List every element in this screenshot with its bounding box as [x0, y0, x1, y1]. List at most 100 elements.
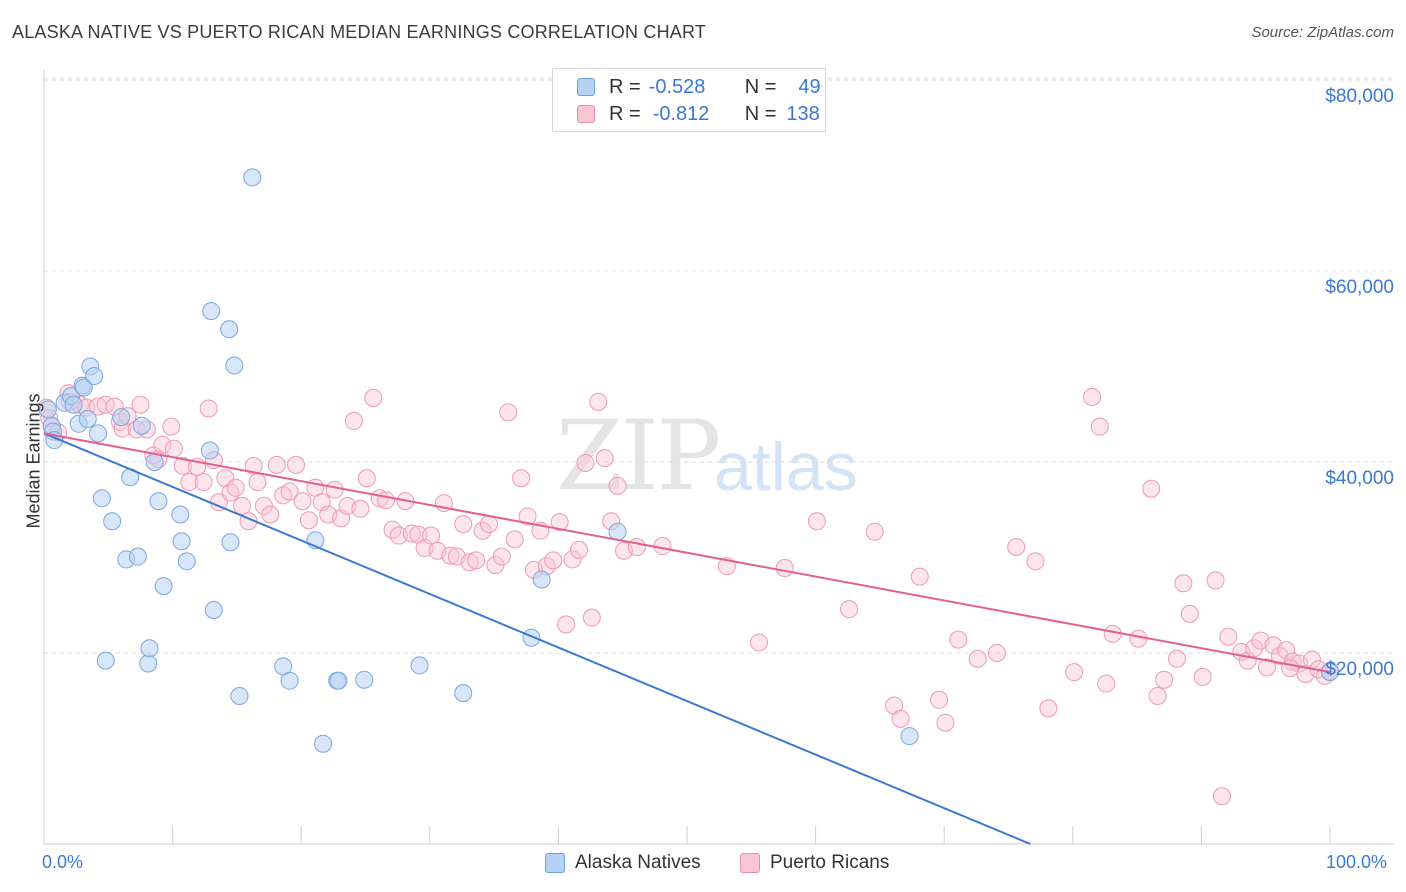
- alaska-native-point: [132, 416, 151, 435]
- alaska-native-point: [145, 453, 164, 471]
- puerto-rican-point: [162, 417, 181, 436]
- series-alaska-natives: [38, 168, 1339, 753]
- puerto-rican-point: [1039, 699, 1058, 718]
- alaska-native-point: [112, 408, 131, 427]
- axes: [43, 70, 1394, 845]
- alaska-native-point: [149, 492, 168, 511]
- alaska-native-point: [202, 302, 221, 321]
- puerto-rican-point: [1026, 552, 1045, 571]
- puerto-rican-point: [1257, 658, 1276, 677]
- alaska-native-point: [177, 552, 196, 571]
- puerto-rican-point: [357, 469, 376, 488]
- alaska-native-point: [140, 639, 159, 658]
- puerto-rican-point: [173, 456, 192, 475]
- alaska-native-point: [172, 532, 191, 551]
- alaska-native-point: [220, 320, 239, 339]
- alaska-native-point: [200, 441, 219, 460]
- correlation-legend: R = -0.528 N = 49 R = -0.812 N = 138: [552, 68, 826, 132]
- alaska-native-point: [355, 670, 374, 689]
- puerto-rican-point: [550, 513, 569, 532]
- puerto-rican-point: [589, 392, 608, 411]
- puerto-rican-point: [1103, 624, 1122, 643]
- puerto-rican-point: [557, 615, 576, 634]
- puerto-rican-point: [473, 521, 492, 540]
- puerto-rican-point: [595, 449, 614, 468]
- puerto-rican-point: [563, 550, 582, 569]
- puerto-rican-point: [96, 395, 115, 414]
- puerto-rican-point: [775, 559, 794, 578]
- puerto-rican-point: [930, 690, 949, 709]
- puerto-rican-point: [1174, 574, 1193, 593]
- alaska-native-point: [64, 395, 83, 414]
- puerto-rican-point: [518, 507, 537, 526]
- alaska-native-point: [139, 654, 158, 673]
- puerto-rican-point: [344, 411, 363, 430]
- puerto-rican-point: [512, 469, 531, 488]
- trend-line: [43, 432, 1331, 674]
- alaska-native-point: [410, 656, 429, 675]
- legend-swatch-puerto: [740, 853, 760, 873]
- puerto-rican-point: [1155, 670, 1174, 689]
- puerto-rican-point: [1277, 641, 1296, 660]
- puerto-rican-point: [248, 473, 267, 492]
- alaska-native-point: [900, 727, 919, 746]
- alaska-native-point: [171, 505, 190, 524]
- alaska-native-point: [74, 378, 93, 397]
- alaska-native-point: [280, 671, 299, 690]
- series-puerto-ricans: [37, 384, 1339, 806]
- puerto-rican-point: [840, 600, 859, 619]
- puerto-rican-point: [1245, 639, 1264, 658]
- puerto-rican-point: [280, 482, 299, 501]
- legend-item-puerto: Puerto Ricans: [740, 852, 889, 874]
- puerto-rican-point: [492, 547, 511, 566]
- puerto-rican-point: [131, 395, 150, 414]
- puerto-rican-point: [153, 435, 172, 454]
- alaska-native-point: [204, 601, 223, 620]
- alaska-native-point: [243, 168, 262, 187]
- y-tick-label: $80,000: [1325, 86, 1394, 107]
- legend-label-puerto: Puerto Ricans: [770, 852, 890, 873]
- puerto-rican-point: [233, 496, 252, 515]
- legend-n-value: 138: [786, 102, 820, 125]
- puerto-rican-point: [949, 630, 968, 649]
- puerto-rican-point: [226, 478, 245, 497]
- puerto-rican-point: [1148, 686, 1167, 705]
- chart-title: ALASKA NATIVE VS PUERTO RICAN MEDIAN EAR…: [12, 22, 707, 42]
- alaska-native-point: [221, 533, 240, 552]
- legend-swatch-puerto: [577, 105, 595, 123]
- puerto-rican-point: [653, 537, 672, 556]
- puerto-rican-point: [1007, 537, 1026, 556]
- puerto-rican-point: [467, 551, 486, 570]
- legend-n-label: N =: [744, 102, 777, 125]
- puerto-rican-point: [351, 499, 370, 518]
- puerto-rican-point: [544, 551, 563, 570]
- puerto-rican-point: [1167, 649, 1186, 668]
- alaska-native-point: [532, 570, 551, 589]
- puerto-rican-point: [287, 455, 306, 474]
- alaska-native-point: [454, 684, 473, 703]
- puerto-rican-point: [865, 522, 884, 541]
- alaska-native-point: [96, 651, 115, 670]
- puerto-rican-point: [1193, 667, 1212, 686]
- legend-r-value: -0.528: [648, 75, 706, 98]
- trend-lines: [43, 432, 1331, 845]
- alaska-native-point: [230, 686, 249, 705]
- y-tick-label: $40,000: [1325, 468, 1394, 489]
- puerto-rican-point: [1212, 787, 1231, 806]
- puerto-rican-point: [505, 530, 524, 549]
- legend-r-value: -0.812: [652, 102, 710, 125]
- legend-n-label: N =: [744, 75, 777, 98]
- legend-item-alaska: Alaska Natives: [545, 852, 701, 874]
- puerto-rican-point: [422, 526, 441, 545]
- puerto-rican-point: [293, 492, 312, 511]
- puerto-rican-point: [364, 389, 383, 408]
- puerto-rican-point: [194, 473, 213, 492]
- x-tick-label-right: 100.0%: [1326, 852, 1388, 872]
- puerto-rican-point: [460, 553, 479, 572]
- puerto-rican-point: [1219, 627, 1238, 646]
- puerto-rican-point: [499, 403, 518, 422]
- puerto-rican-point: [910, 567, 929, 586]
- puerto-rican-point: [325, 480, 344, 499]
- puerto-rican-point: [299, 511, 318, 530]
